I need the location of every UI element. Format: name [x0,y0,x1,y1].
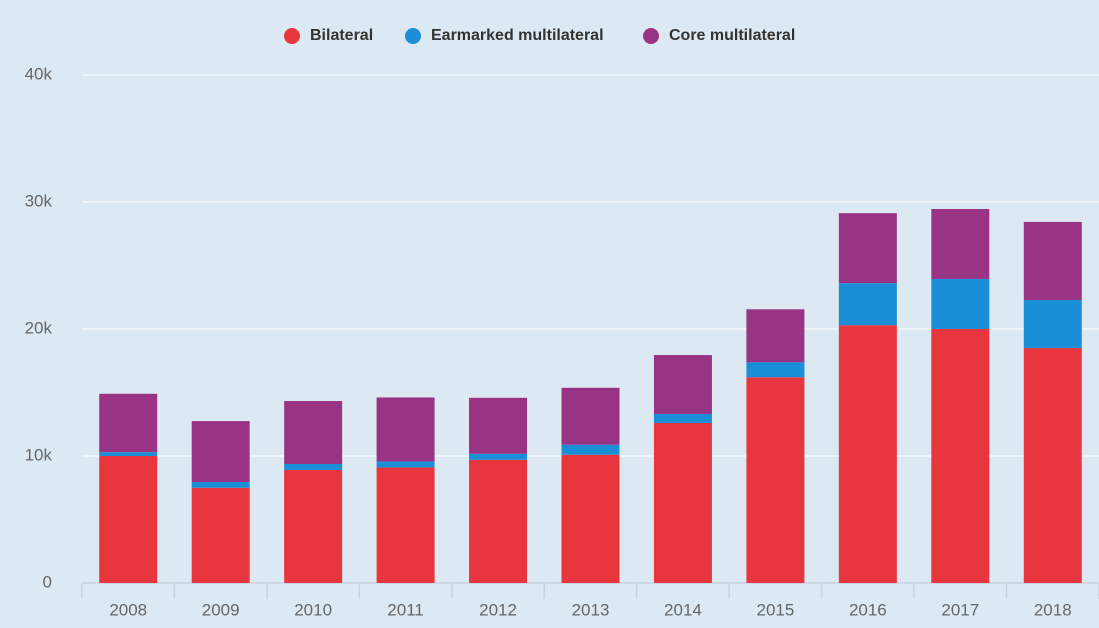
bar-segment [838,325,897,583]
bar-segment [191,421,250,483]
bar-segment [746,362,805,378]
legend-marker [284,28,300,44]
bar-segment [931,208,990,279]
bar-segment [284,469,343,583]
legend-label: Core multilateral [669,27,795,44]
bar-segment [191,487,250,583]
x-tick-label: 2009 [202,600,240,619]
x-tick-label: 2011 [387,600,424,619]
y-tick-label: 0 [43,572,52,591]
bar-segment [561,444,620,455]
x-tick-label: 2014 [664,600,702,619]
bar-segment [376,467,435,583]
bar-segment [931,278,990,329]
legend-marker [405,28,421,44]
bar-segment [1023,348,1082,583]
bar-segment [1023,221,1082,301]
y-tick-label: 30k [25,191,53,210]
bar-segment [469,459,528,583]
bar-segment [1023,300,1082,349]
x-tick-label: 2018 [1034,600,1072,619]
bar-segment [653,422,712,583]
bar-segment [931,329,990,583]
bar-segment [376,397,435,462]
y-tick-label: 40k [25,64,53,83]
x-tick-label: 2015 [756,600,794,619]
bar-segment [561,454,620,583]
bar-segment [746,377,805,583]
legend-label: Earmarked multilateral [431,27,604,44]
bar-segment [653,413,712,423]
bar-segment [838,213,897,284]
bar-segment [469,397,528,454]
bar-segment [191,482,250,488]
x-tick-label: 2010 [294,600,332,619]
y-tick-label: 10k [25,445,53,464]
x-tick-label: 2013 [572,600,610,619]
x-tick-label: 2012 [479,600,517,619]
bar-segment [99,452,158,456]
legend-label: Bilateral [310,27,373,44]
legend-marker [643,28,659,44]
x-tick-label: 2017 [941,600,979,619]
bar-segment [746,309,805,363]
bar-segment [561,387,620,445]
y-tick-label: 20k [25,318,53,337]
bar-segment [376,461,435,468]
bar-segment [284,464,343,470]
x-tick-label: 2008 [109,600,147,619]
bar-segment [284,401,343,465]
x-tick-label: 2016 [849,600,887,619]
bar-segment [469,453,528,460]
bar-segment [838,283,897,326]
bar-segment [653,355,712,414]
bar-segment [99,393,158,453]
bar-segment [99,456,158,583]
